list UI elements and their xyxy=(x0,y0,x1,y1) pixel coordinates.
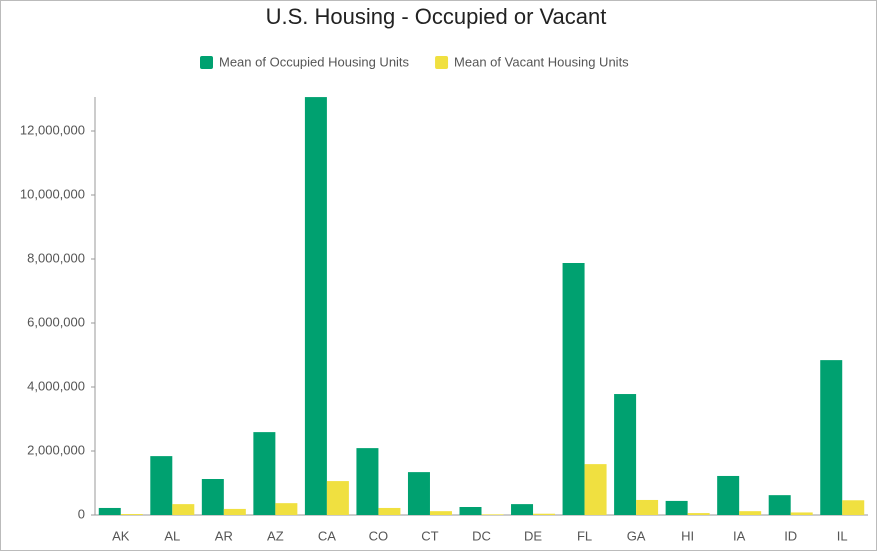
y-tick-label: 0 xyxy=(78,506,85,521)
bar xyxy=(584,464,607,515)
bar xyxy=(304,97,327,515)
legend: Mean of Occupied Housing Units Mean of Va… xyxy=(200,54,629,69)
bar xyxy=(201,479,224,515)
bar xyxy=(459,507,482,515)
bar xyxy=(820,360,843,515)
bar xyxy=(378,507,401,515)
legend-label: Mean of Vacant Housing Units xyxy=(454,54,629,69)
bar xyxy=(768,495,791,515)
x-tick-label: AL xyxy=(164,528,180,543)
bar xyxy=(533,513,556,515)
bar xyxy=(511,504,534,515)
bar xyxy=(172,504,195,515)
bar xyxy=(636,499,659,515)
bar xyxy=(614,394,637,515)
bar xyxy=(253,432,276,515)
bar xyxy=(481,514,504,515)
bar xyxy=(665,500,688,515)
x-tick-label: AK xyxy=(112,528,130,543)
y-tick-label: 2,000,000 xyxy=(27,442,85,457)
x-tick-label: FL xyxy=(577,528,592,543)
bar xyxy=(326,481,349,515)
x-tick-label: IA xyxy=(733,528,746,543)
chart-title: U.S. Housing - Occupied or Vacant xyxy=(266,4,607,29)
x-tick-label: ID xyxy=(784,528,797,543)
bar xyxy=(790,512,813,515)
x-tick-label: CA xyxy=(318,528,336,543)
x-tick-label: GA xyxy=(627,528,646,543)
y-tick-label: 6,000,000 xyxy=(27,314,85,329)
bar xyxy=(98,507,121,515)
bar xyxy=(120,514,143,515)
y-tick-label: 12,000,000 xyxy=(20,122,85,137)
bar xyxy=(150,456,173,515)
bar xyxy=(717,475,740,515)
y-tick-label: 8,000,000 xyxy=(27,250,85,265)
bar xyxy=(562,263,585,515)
bar xyxy=(739,511,762,515)
y-tick-label: 4,000,000 xyxy=(27,378,85,393)
x-tick-label: AR xyxy=(215,528,233,543)
bar xyxy=(407,472,430,515)
legend-swatch xyxy=(435,56,449,69)
bar xyxy=(356,448,379,515)
bar xyxy=(687,513,710,515)
x-tick-label: CO xyxy=(369,528,389,543)
legend-label: Mean of Occupied Housing Units xyxy=(219,54,410,69)
x-tick-label: HI xyxy=(681,528,694,543)
x-tick-label: CT xyxy=(421,528,438,543)
y-tick-label: 10,000,000 xyxy=(20,186,85,201)
x-tick-label: DE xyxy=(524,528,542,543)
bar xyxy=(275,503,298,515)
x-tick-label: IL xyxy=(837,528,848,543)
bar xyxy=(223,508,246,515)
legend-swatch xyxy=(200,56,213,69)
x-tick-label: AZ xyxy=(267,528,284,543)
bar xyxy=(429,511,452,515)
x-tick-label: DC xyxy=(472,528,491,543)
bar xyxy=(842,500,865,515)
